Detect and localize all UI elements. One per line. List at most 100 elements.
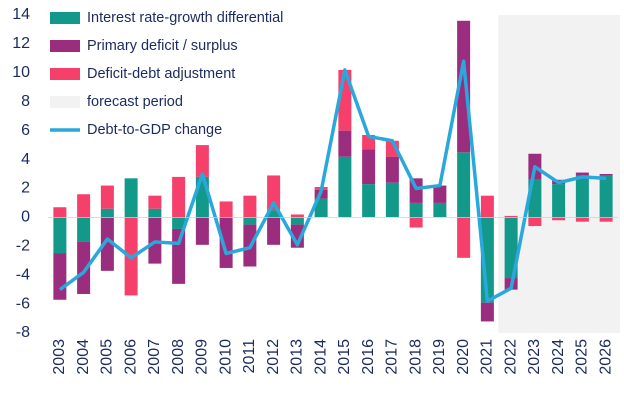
legend-swatch xyxy=(50,68,80,80)
bar-segment xyxy=(575,172,589,176)
bar-segment xyxy=(599,174,613,176)
x-tick-label: 2017 xyxy=(384,339,401,375)
x-tick-label: 2010 xyxy=(217,339,234,375)
legend-swatch xyxy=(50,12,80,24)
bar-segment xyxy=(362,149,376,185)
legend-label: Primary deficit / surplus xyxy=(87,38,238,54)
y-tick-label: -8 xyxy=(16,324,30,341)
bar-segment xyxy=(195,145,209,177)
y-tick-label: 8 xyxy=(21,93,30,110)
bar-segment xyxy=(480,302,494,322)
bar-segment xyxy=(77,217,91,242)
legend-label: forecast period xyxy=(87,94,183,110)
bar-segment xyxy=(552,184,566,218)
bar-segment xyxy=(172,217,186,229)
bar-segment xyxy=(219,201,233,218)
bar-segment xyxy=(124,178,138,218)
bar-segment xyxy=(267,210,281,218)
bar-segment xyxy=(290,217,304,225)
bar-segment xyxy=(552,217,566,221)
line xyxy=(58,59,607,303)
bar-segment xyxy=(77,241,91,294)
x-tick-label: 2012 xyxy=(265,339,282,375)
bar-segment xyxy=(433,202,447,218)
bar-segment xyxy=(575,175,589,218)
x-tick-label: 2011 xyxy=(241,339,258,374)
bar-segment xyxy=(195,217,209,245)
bar-segment xyxy=(100,185,114,209)
y-tick-label: 6 xyxy=(21,122,30,139)
legend-label: Interest rate-growth differential xyxy=(87,10,283,26)
x-tick-label: 2014 xyxy=(312,339,329,375)
bar-segment xyxy=(338,130,352,157)
x-tick-label: 2016 xyxy=(360,339,377,375)
y-tick-label: 4 xyxy=(21,151,30,168)
bar-segment xyxy=(599,217,613,222)
bar-segment xyxy=(53,207,67,218)
y-tick-label: 0 xyxy=(21,209,30,226)
bar-segment xyxy=(409,202,423,218)
bar-segment xyxy=(243,217,257,225)
bar-segment xyxy=(457,152,471,218)
y-tick-label: -6 xyxy=(16,295,30,312)
bar-segment xyxy=(385,182,399,218)
x-tick-label: 2003 xyxy=(51,339,68,375)
y-tick-label: 14 xyxy=(12,6,30,23)
legend-label: Deficit-debt adjustment xyxy=(87,66,235,82)
bar-segment xyxy=(53,217,67,254)
bar-segment xyxy=(172,228,186,284)
x-tick-label: 2006 xyxy=(122,339,139,375)
x-tick-label: 2009 xyxy=(194,339,211,375)
x-tick-label: 2026 xyxy=(597,339,614,375)
x-tick-label: 2007 xyxy=(146,339,163,375)
bar-segment xyxy=(243,195,257,218)
bar-segment xyxy=(100,217,114,271)
bar-segment xyxy=(599,175,613,218)
bar-segment xyxy=(457,217,471,258)
bar-segment xyxy=(528,217,542,227)
x-tick-label: 2022 xyxy=(502,339,519,375)
legend-swatch xyxy=(50,40,80,52)
bar-segment xyxy=(148,195,162,209)
bar-segment xyxy=(100,208,114,218)
x-tick-label: 2013 xyxy=(289,339,306,375)
x-tick-label: 2021 xyxy=(479,339,496,375)
x-tick-label: 2004 xyxy=(75,339,92,375)
y-tick-label: -4 xyxy=(16,266,30,283)
bar-segment xyxy=(504,215,518,218)
x-tick-label: 2024 xyxy=(550,339,567,375)
bar-segment xyxy=(433,185,447,203)
bar-segment xyxy=(267,217,281,245)
y-tick-label: 10 xyxy=(12,64,30,81)
bar-segment xyxy=(148,208,162,218)
x-tick-label: 2023 xyxy=(526,339,543,375)
y-tick-label: -2 xyxy=(16,237,30,254)
bar-segment xyxy=(480,195,494,218)
bar-segment xyxy=(53,253,67,300)
bar-segment xyxy=(219,217,233,268)
bar-segment xyxy=(314,198,328,218)
x-tick-label: 2005 xyxy=(99,339,116,375)
x-tick-label: 2019 xyxy=(431,339,448,375)
bar-segment xyxy=(409,217,423,228)
bar-segment xyxy=(385,156,399,183)
x-tick-label: 2020 xyxy=(455,339,472,375)
legend: Interest rate-growth differential Primary… xyxy=(50,10,283,138)
y-tick-label: 2 xyxy=(21,180,30,197)
bar-segment xyxy=(290,214,304,218)
y-tick-label: 12 xyxy=(12,35,30,52)
x-tick-label: 2015 xyxy=(336,339,353,375)
x-tick-label: 2018 xyxy=(407,339,424,375)
bar-segment xyxy=(338,156,352,218)
bar-segment xyxy=(362,184,376,218)
bar-segment xyxy=(267,175,281,211)
bar-segment xyxy=(575,217,589,222)
bar-segment xyxy=(77,194,91,218)
x-tick-label: 2025 xyxy=(574,339,591,375)
legend-label: Debt-to-GDP change xyxy=(87,122,222,138)
x-tick-label: 2008 xyxy=(170,339,187,375)
bar-segment xyxy=(172,176,186,218)
legend-swatch xyxy=(50,96,80,108)
bar-segment xyxy=(457,20,471,153)
